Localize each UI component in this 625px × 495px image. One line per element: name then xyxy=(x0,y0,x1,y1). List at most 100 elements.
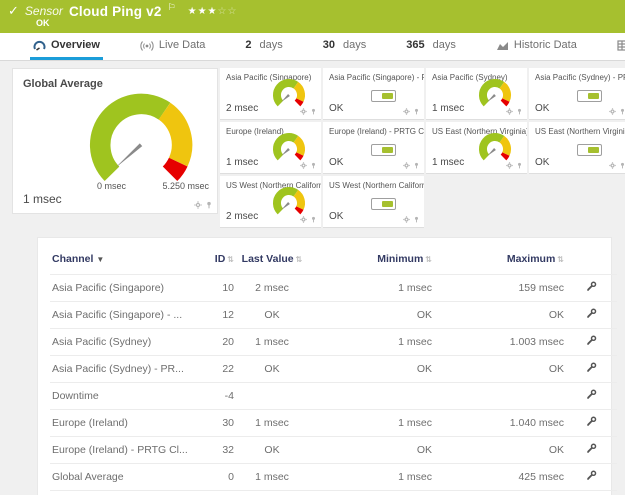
tab-historic-data[interactable]: Historic Data xyxy=(493,33,580,60)
channel-settings-wrench-icon[interactable] xyxy=(586,335,597,349)
table-row[interactable]: Asia Pacific (Singapore) 10 2 msec 1 mse… xyxy=(50,274,617,302)
tab-2-days[interactable]: 2 days xyxy=(245,39,283,51)
gear-icon[interactable] xyxy=(194,201,202,209)
cell-last-value xyxy=(238,382,308,410)
cell-last-value: 1 msec xyxy=(238,328,308,356)
tab-log[interactable]: Log xyxy=(614,33,625,60)
panel-value: OK xyxy=(535,157,550,168)
column-header-minimum[interactable]: Minimum ⇅ xyxy=(377,253,432,265)
channel-settings-wrench-icon[interactable] xyxy=(586,416,597,430)
cell-channel: Asia Pacific (Sydney) xyxy=(50,328,200,356)
channel-settings-wrench-icon[interactable] xyxy=(586,362,597,376)
channel-panel[interactable]: Asia Pacific (Singapore) 2 msec xyxy=(220,68,321,120)
channel-panel[interactable]: Asia Pacific (Sydney) - PRTG ... OK xyxy=(529,68,625,120)
column-header-id[interactable]: ID ⇅ xyxy=(214,253,234,265)
gear-icon[interactable] xyxy=(506,162,513,169)
pin-icon[interactable] xyxy=(516,108,523,115)
channel-settings-wrench-icon[interactable] xyxy=(586,470,597,484)
channel-settings-wrench-icon[interactable] xyxy=(586,389,597,403)
gear-icon[interactable] xyxy=(300,108,307,115)
panel-value: 1 msec xyxy=(226,157,259,168)
panel-value: OK xyxy=(535,103,550,114)
mini-gauge xyxy=(273,79,306,107)
channel-panel[interactable]: US East (Northern Virginia) 1 msec xyxy=(426,122,527,174)
channel-panel[interactable]: Asia Pacific (Singapore) - PR... OK xyxy=(323,68,424,120)
global-average-gauge xyxy=(89,93,193,182)
panel-title: Asia Pacific (Sydney) - PRTG ... xyxy=(535,73,625,82)
priority-stars[interactable]: ★★★☆☆ xyxy=(187,5,238,17)
gear-icon[interactable] xyxy=(403,108,410,115)
panel-title: Asia Pacific (Singapore) xyxy=(226,73,312,82)
pin-icon[interactable] xyxy=(516,162,523,169)
channel-panel[interactable]: Europe (Ireland) - PRTG Cloud... OK xyxy=(323,122,424,174)
panel-title: US East (Northern Virginia) xyxy=(432,127,527,136)
channel-panel[interactable]: Asia Pacific (Sydney) 1 msec xyxy=(426,68,527,120)
pin-icon[interactable] xyxy=(413,162,420,169)
cell-last-value: 2 msec xyxy=(238,274,308,302)
pin-icon[interactable] xyxy=(310,216,317,223)
table-row[interactable]: Downtime -4 xyxy=(50,382,617,410)
panel-global-average[interactable]: Global Average 0 msec 5.250 msec 1 msec xyxy=(12,68,218,214)
cell-maximum: 1.314 msec xyxy=(436,490,568,495)
pin-icon[interactable] xyxy=(619,108,625,115)
channel-settings-wrench-icon[interactable] xyxy=(586,443,597,457)
tab-30-days[interactable]: 30 days xyxy=(322,39,367,51)
priority-flag-icon[interactable]: ⚐ xyxy=(167,1,176,12)
pin-icon[interactable] xyxy=(413,108,420,115)
channel-panel-grid: Asia Pacific (Singapore) 2 msec Asia Pac… xyxy=(220,68,625,228)
cell-channel: Global Average xyxy=(50,463,200,491)
column-header-last-value[interactable]: Last Value ⇅ xyxy=(241,253,303,265)
gear-icon[interactable] xyxy=(300,216,307,223)
sensor-title: Cloud Ping v2 xyxy=(68,3,162,19)
channel-settings-wrench-icon[interactable] xyxy=(586,281,597,295)
sensor-status-text: OK xyxy=(36,18,50,28)
cell-minimum xyxy=(308,382,436,410)
gear-icon[interactable] xyxy=(609,162,616,169)
column-header-maximum[interactable]: Maximum ⇅ xyxy=(506,253,564,265)
table-row[interactable]: Asia Pacific (Singapore) - ... 12 OK OK … xyxy=(50,301,617,329)
gauge-scale-max: 5.250 msec xyxy=(162,181,209,191)
log-table-icon xyxy=(617,39,625,51)
channel-panel[interactable]: US West (Northern California) 2 msec xyxy=(220,176,321,228)
gauges-section: Global Average 0 msec 5.250 msec 1 msec xyxy=(12,68,625,228)
cell-channel: Asia Pacific (Sydney) - PR... xyxy=(50,355,200,383)
gear-icon[interactable] xyxy=(300,162,307,169)
gauge-scale-min: 0 msec xyxy=(97,181,127,191)
panel-value: 2 msec xyxy=(226,103,259,114)
pin-icon[interactable] xyxy=(310,162,317,169)
channel-panel[interactable]: US West (Northern California)... OK xyxy=(323,176,424,228)
cell-channel: Downtime xyxy=(50,382,200,410)
channel-settings-wrench-icon[interactable] xyxy=(586,308,597,322)
table-row[interactable]: Asia Pacific (Sydney) 20 1 msec 1 msec 1… xyxy=(50,328,617,356)
channel-panel[interactable]: Europe (Ireland) 1 msec xyxy=(220,122,321,174)
gear-icon[interactable] xyxy=(403,216,410,223)
cell-last-value: OK xyxy=(238,301,308,329)
panel-title: Asia Pacific (Singapore) - PR... xyxy=(329,73,424,82)
channel-panel[interactable]: US East (Northern Virginia) - ... OK xyxy=(529,122,625,174)
gear-icon[interactable] xyxy=(403,162,410,169)
table-row[interactable]: Asia Pacific (Sydney) - PR... 22 OK OK O… xyxy=(50,355,617,383)
tab-365-days[interactable]: 365 days xyxy=(406,39,456,51)
tab-live-data[interactable]: Live Data xyxy=(137,33,208,60)
pin-icon[interactable] xyxy=(619,162,625,169)
gear-icon[interactable] xyxy=(506,108,513,115)
pin-icon[interactable] xyxy=(205,201,213,209)
gear-icon[interactable] xyxy=(609,108,616,115)
pin-icon[interactable] xyxy=(310,108,317,115)
tab-overview[interactable]: Overview xyxy=(30,33,103,60)
table-row[interactable]: Global Average 0 1 msec 1 msec 425 msec xyxy=(50,463,617,491)
ok-toggle-indicator xyxy=(577,90,602,102)
column-header-channel[interactable]: Channel ▼ xyxy=(52,253,105,265)
pin-icon[interactable] xyxy=(413,216,420,223)
cell-maximum xyxy=(436,382,568,410)
cell-maximum: OK xyxy=(436,355,568,383)
table-row[interactable]: US East (Northern Virginia) 40 1 msec 1 … xyxy=(50,490,617,495)
sensor-kind-label: Sensor xyxy=(24,4,63,18)
panel-title: Global Average xyxy=(23,78,103,90)
table-row[interactable]: Europe (Ireland) - PRTG Cl... 32 OK OK O… xyxy=(50,436,617,464)
sensor-header: ✓ Sensor Cloud Ping v2 ⚐ ★★★☆☆ OK xyxy=(0,0,625,33)
table-row[interactable]: Europe (Ireland) 30 1 msec 1 msec 1.040 … xyxy=(50,409,617,437)
cell-id: 0 xyxy=(200,463,238,491)
panel-value: 2 msec xyxy=(226,211,259,222)
cell-minimum: 1 msec xyxy=(308,463,436,491)
